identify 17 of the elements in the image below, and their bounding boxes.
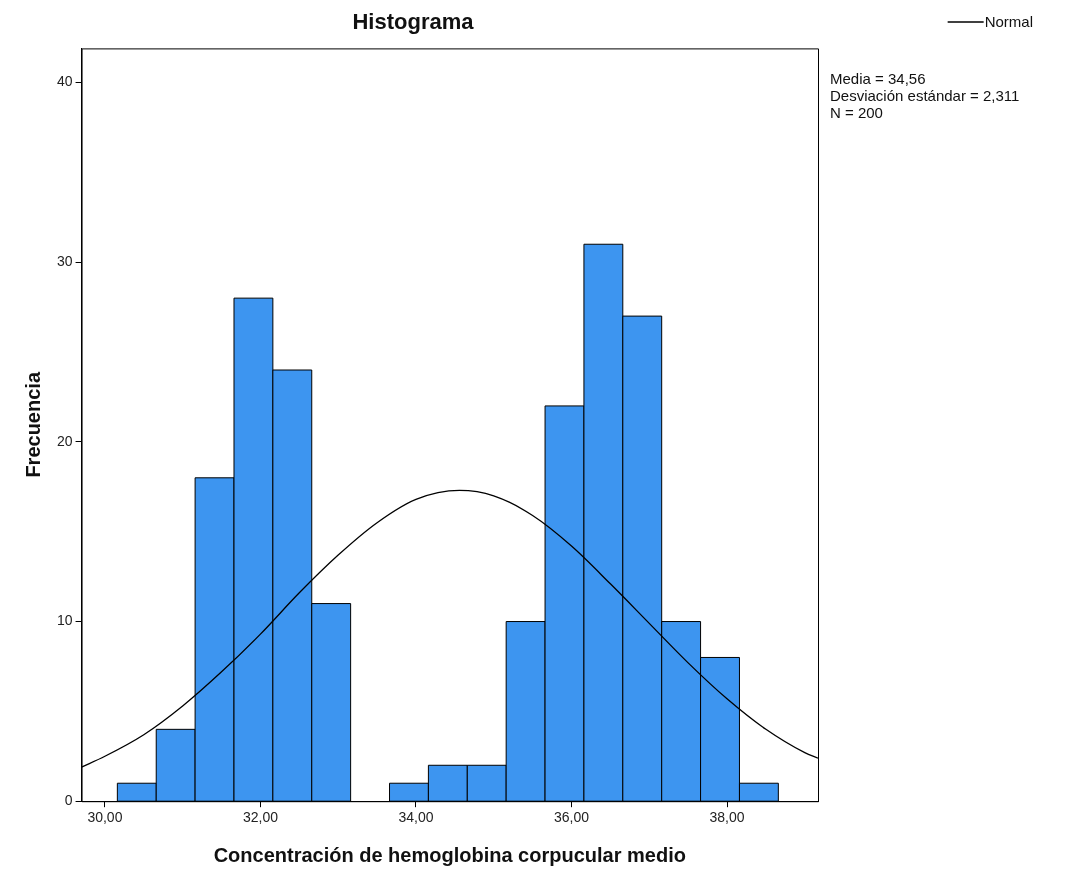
text: Desviación estándar = 2,311 — [830, 86, 1020, 104]
legend-label: Normal — [984, 13, 1033, 31]
y-axis-title: Frecuencia — [21, 371, 44, 478]
x-tick-label: 34,00 — [398, 809, 434, 826]
x-tick-label: 36,00 — [553, 809, 590, 826]
text: Media = 34,56 — [830, 69, 926, 87]
x-tick-label: 32,00 — [242, 809, 279, 826]
y-tick-label: 0 — [64, 792, 73, 809]
text: N = 200 — [830, 103, 883, 121]
y-tick-label: 20 — [56, 432, 73, 449]
x-tick-label: 30,00 — [87, 809, 123, 826]
y-tick-label: 40 — [56, 73, 73, 90]
x-axis-title: Concentración de hemoglobina corpucular medio — [213, 843, 686, 866]
chart-title: Histograma — [352, 9, 475, 35]
y-tick-label: 30 — [56, 253, 73, 270]
y-tick-label: 10 — [56, 612, 73, 629]
x-tick-label: 38,00 — [709, 809, 745, 826]
